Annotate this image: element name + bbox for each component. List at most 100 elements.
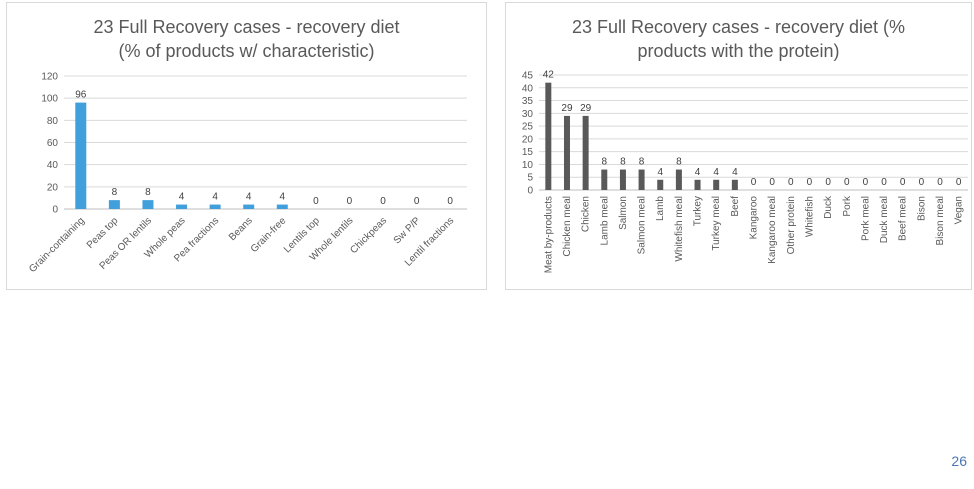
- chart-title-line: products with the protein): [637, 41, 840, 61]
- bar: [563, 115, 570, 190]
- x-tick-label: Grain-containing: [27, 215, 87, 275]
- data-label: 0: [956, 177, 962, 188]
- data-label: 42: [543, 70, 555, 81]
- data-label: 0: [844, 177, 850, 188]
- data-label: 0: [937, 177, 943, 188]
- data-label: 8: [620, 157, 626, 168]
- bar: [657, 179, 664, 190]
- x-tick-label: Lamb meal: [599, 196, 610, 245]
- y-tick-label: 25: [522, 122, 534, 133]
- bar: [545, 82, 552, 190]
- x-tick-label: Salmon: [618, 196, 629, 230]
- data-label: 0: [447, 196, 453, 207]
- bar: [75, 102, 87, 209]
- chart-title-line: 23 Full Recovery cases - recovery diet (…: [571, 17, 906, 37]
- x-tick-label: Meat by-products: [543, 196, 554, 273]
- bar: [619, 169, 626, 190]
- y-tick-label: 0: [52, 205, 58, 216]
- data-label: 0: [919, 177, 925, 188]
- y-tick-label: 0: [527, 186, 533, 197]
- x-tick-label: Other protein: [786, 196, 797, 254]
- x-tick-label: Turkey meal: [711, 196, 722, 251]
- data-label: 4: [732, 167, 738, 178]
- data-label: 4: [212, 192, 218, 203]
- y-tick-label: 80: [47, 116, 59, 127]
- x-tick-label: Salmon meal: [637, 196, 648, 254]
- bar: [243, 204, 255, 209]
- x-tick-label: Duck meal: [879, 196, 890, 243]
- data-label: 8: [145, 187, 151, 198]
- bar: [675, 169, 682, 190]
- y-tick-label: 35: [522, 96, 534, 107]
- x-tick-label: Chicken meal: [562, 196, 573, 257]
- x-tick-label: Beef meal: [898, 196, 909, 241]
- y-tick-label: 15: [522, 147, 534, 158]
- data-label: 0: [881, 177, 887, 188]
- chart-panel-left: 23 Full Recovery cases - recovery diet (…: [6, 2, 487, 290]
- data-label: 4: [179, 192, 185, 203]
- data-label: 0: [900, 177, 906, 188]
- page-number: 26: [951, 453, 967, 469]
- data-label: 4: [713, 167, 719, 178]
- data-label: 0: [863, 177, 869, 188]
- y-tick-label: 120: [41, 72, 58, 83]
- y-tick-label: 30: [522, 109, 534, 120]
- y-tick-label: 20: [522, 134, 534, 145]
- bar: [108, 200, 120, 209]
- bar: [713, 179, 720, 190]
- x-tick-label: Bison meal: [935, 196, 946, 245]
- x-tick-label: Whitefish: [804, 196, 815, 237]
- bar: [142, 200, 154, 209]
- y-tick-label: 20: [47, 182, 59, 193]
- bar: [582, 115, 589, 190]
- data-label: 8: [112, 187, 118, 198]
- x-tick-label: Lamb: [655, 196, 666, 221]
- y-tick-label: 5: [527, 173, 533, 184]
- data-label: 8: [676, 157, 682, 168]
- chart-title-line: (% of products w/ characteristic): [118, 41, 375, 61]
- bar: [731, 179, 738, 190]
- x-tick-label: Bison: [916, 196, 927, 221]
- chart-panel-right: 23 Full Recovery cases - recovery diet (…: [505, 2, 972, 290]
- data-label: 8: [639, 157, 645, 168]
- data-label: 0: [414, 196, 420, 207]
- y-tick-label: 45: [522, 71, 534, 82]
- y-tick-label: 40: [522, 83, 534, 94]
- bar: [276, 204, 288, 209]
- x-tick-label: Chicken: [581, 196, 592, 232]
- y-tick-label: 10: [522, 160, 534, 171]
- bar: [694, 179, 701, 190]
- data-label: 4: [246, 192, 252, 203]
- chart-title-left: 23 Full Recovery cases - recovery diet (…: [7, 15, 486, 63]
- x-tick-label: Sw P/P: [392, 215, 423, 246]
- x-tick-label: Kangaroo meal: [767, 196, 778, 264]
- bar: [176, 204, 188, 209]
- y-tick-label: 100: [41, 94, 58, 105]
- x-tick-label: Vegan: [954, 196, 965, 224]
- x-tick-label: Chickpeas: [348, 215, 389, 256]
- x-tick-label: Pork: [842, 195, 853, 217]
- data-label: 4: [695, 167, 701, 178]
- chart-title-line: 23 Full Recovery cases - recovery diet: [93, 17, 400, 37]
- data-label: 0: [380, 196, 386, 207]
- data-label: 0: [825, 177, 831, 188]
- bar: [209, 204, 221, 209]
- data-label: 8: [602, 157, 608, 168]
- data-label: 29: [561, 103, 573, 114]
- x-tick-label: Beans: [227, 215, 255, 243]
- data-label: 0: [769, 177, 775, 188]
- x-tick-label: Duck: [823, 195, 834, 219]
- y-tick-label: 60: [47, 138, 59, 149]
- data-label: 0: [751, 177, 757, 188]
- x-tick-label: Whitefish meal: [674, 196, 685, 262]
- data-label: 4: [657, 167, 663, 178]
- x-tick-label: Beef: [730, 196, 741, 217]
- chart-title-right: 23 Full Recovery cases - recovery diet (…: [506, 15, 971, 63]
- bar: [638, 169, 645, 190]
- data-label: 0: [807, 177, 813, 188]
- data-label: 4: [280, 192, 286, 203]
- x-tick-label: Kangaroo: [749, 196, 760, 240]
- data-label: 0: [313, 196, 319, 207]
